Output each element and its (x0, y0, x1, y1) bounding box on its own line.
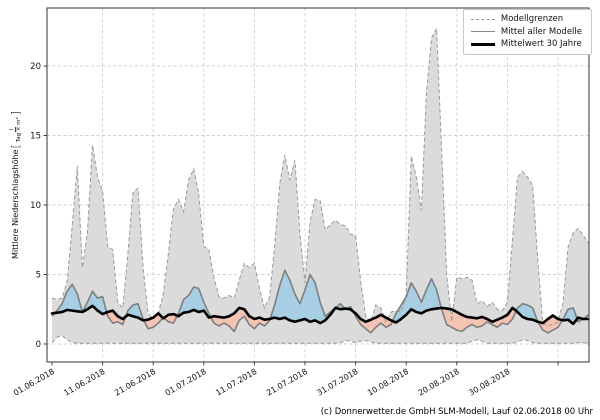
x-tick-label: 21.06.2018 (113, 367, 157, 398)
x-tick-label: 20.08.2018 (417, 367, 461, 398)
unit-bracket-close: ] (9, 110, 22, 116)
legend-item-mittel-aller-modelle: Mittel aller Modelle (470, 26, 582, 37)
y-tick-label: 5 (36, 271, 41, 281)
model-min-line (51, 335, 589, 344)
y-axis-label: Mittlere Niederschlagshöhe [ l Tag × m² … (9, 111, 23, 259)
y-tick-label: 20 (30, 62, 41, 72)
legend-label: Modellgrenzen (500, 14, 564, 24)
unit-denominator: Tag × m² (16, 117, 23, 143)
model-range-band (52, 28, 589, 344)
x-tick-label: 01.06.2018 (12, 367, 56, 398)
axes-spines (46, 7, 590, 363)
black-line-sample (470, 42, 495, 46)
x-tick-label: 21.07.2018 (265, 367, 309, 398)
y-axis-unit-fraction: l Tag × m² (9, 117, 23, 142)
y-axis-label-text: Mittlere Niederschlagshöhe (11, 149, 21, 260)
x-tick-label: 31.07.2018 (315, 367, 359, 398)
x-tick-label: 10.08.2018 (366, 367, 410, 398)
legend-label: Mittelwert 30 Jahre (500, 39, 582, 49)
y-tick-label: 15 (30, 132, 41, 142)
gray-line-sample (470, 31, 495, 33)
unit-bracket-open: [ (9, 144, 22, 149)
model-max-line (51, 26, 589, 327)
x-tick-label: 11.06.2018 (62, 367, 106, 398)
fill-below-normal (52, 305, 589, 333)
legend-label: Mittel aller Modelle (500, 26, 582, 37)
model-mean-line (51, 269, 589, 334)
x-tick-label: 01.07.2018 (164, 367, 208, 398)
y-tick-label: 0 (36, 340, 41, 350)
y-tick-label: 10 (30, 201, 41, 211)
copyright-caption: (c) Donnerwetter.de GmbH SLM-Modell, Lau… (320, 407, 593, 417)
legend: Modellgrenzen Mittel aller Modelle Mitte… (462, 9, 592, 55)
fill-above-normal (52, 270, 589, 324)
mean-30-years-line (50, 304, 590, 326)
dashed-line-sample (470, 18, 495, 20)
legend-item-modellgrenzen: Modellgrenzen (470, 14, 582, 24)
legend-item-mittelwert-30-jahre: Mittelwert 30 Jahre (470, 39, 582, 49)
x-tick-label: 11.07.2018 (214, 367, 258, 398)
x-tick-label: 30.08.2018 (467, 367, 511, 398)
